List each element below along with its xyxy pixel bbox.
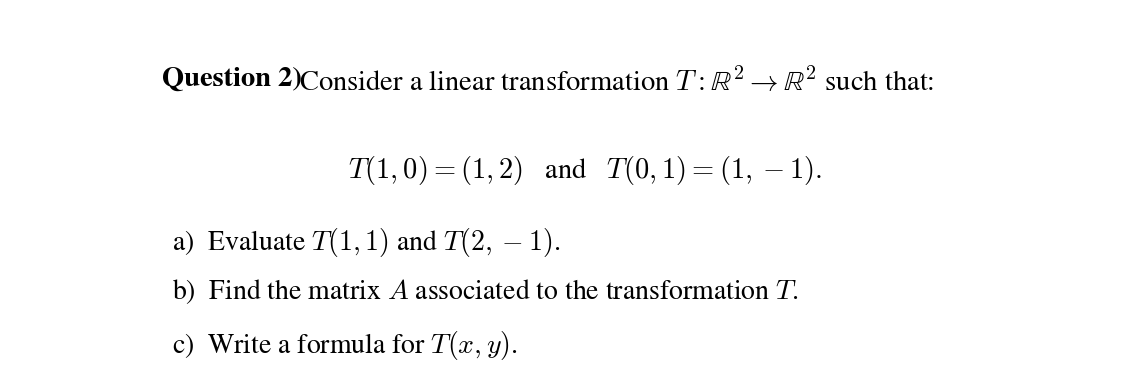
Text: b)  Find the matrix $A$ associated to the transformation $T$.: b) Find the matrix $A$ associated to the… — [172, 278, 799, 306]
Text: c)  Write a formula for $T(x,y)$.: c) Write a formula for $T(x,y)$. — [172, 329, 517, 362]
Text: a)  Evaluate $T(1,1)$ and $T(2,-1)$.: a) Evaluate $T(1,1)$ and $T(2,-1)$. — [172, 226, 560, 259]
Text: Consider a linear transformation $T : \mathbb{R}^2 \rightarrow \mathbb{R}^2$ suc: Consider a linear transformation $T : \m… — [299, 67, 935, 97]
Text: $T(1,0) = (1,2)\;\;$ and $\;\; T(0,1) = (1,-1).$: $T(1,0) = (1,2)\;\;$ and $\;\; T(0,1) = … — [348, 154, 822, 187]
Text: Question 2): Question 2) — [162, 67, 303, 92]
